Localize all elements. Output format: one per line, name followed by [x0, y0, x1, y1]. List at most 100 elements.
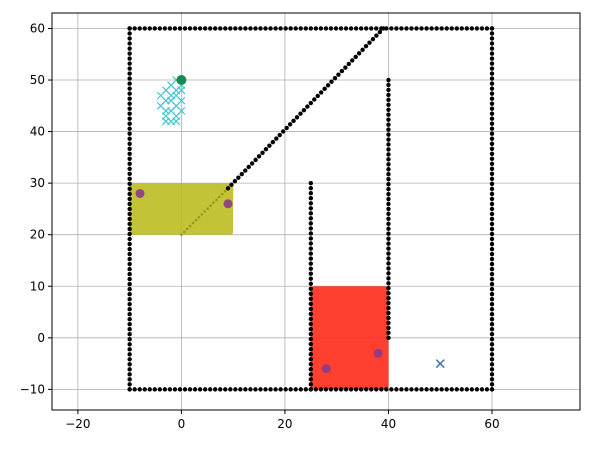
- wall-dot: [308, 281, 314, 286]
- wall-dot: [298, 26, 303, 31]
- wall-dot: [489, 71, 495, 76]
- wall-dot: [127, 382, 132, 387]
- wall-dot: [439, 387, 444, 392]
- wall-dot: [308, 100, 314, 106]
- wall-dot: [273, 387, 278, 392]
- wall-dot: [339, 68, 345, 74]
- wall-dot: [386, 196, 391, 202]
- wall-dot: [127, 181, 132, 187]
- wall-dot: [386, 112, 391, 117]
- wall-dot: [386, 172, 391, 177]
- wall-dot: [127, 261, 132, 267]
- faint-path-dot: [220, 192, 224, 196]
- wall-dot: [343, 65, 348, 70]
- wall-dot: [479, 26, 485, 31]
- wall-dot: [162, 26, 168, 31]
- x-tick-label: 20: [277, 417, 292, 431]
- wall-dot: [318, 387, 324, 392]
- wall-dot: [386, 325, 391, 331]
- y-tick-label: 60: [30, 21, 45, 35]
- wall-dot: [363, 387, 369, 392]
- wall-dot: [308, 346, 314, 352]
- wall-dot: [308, 316, 314, 322]
- wall-dot: [386, 122, 391, 127]
- wall-dot: [127, 206, 132, 212]
- wall-dot: [127, 286, 132, 292]
- wall-dot: [489, 352, 495, 357]
- y-tick-label: 10: [30, 279, 45, 293]
- wall-dot: [338, 387, 344, 392]
- wall-dot: [489, 91, 495, 96]
- wall-dot: [358, 387, 364, 392]
- wall-dot: [256, 154, 262, 159]
- wall-dot: [277, 132, 282, 138]
- wall-dot: [284, 125, 289, 131]
- wall-dot: [152, 387, 158, 392]
- wall-dot: [424, 26, 429, 31]
- wall-dot: [127, 332, 132, 337]
- wall-dot: [207, 387, 213, 392]
- wall-dot: [489, 216, 495, 222]
- wall-dot: [246, 164, 251, 170]
- goal-stroke: [435, 359, 445, 369]
- wall-dot: [386, 266, 391, 271]
- wall-dot: [459, 387, 465, 392]
- wall-dot: [127, 106, 132, 111]
- wall-dot: [386, 246, 391, 251]
- wall-dot: [127, 41, 132, 46]
- wall-dot: [318, 26, 324, 31]
- wall-dot: [127, 231, 132, 237]
- wall-dot: [308, 251, 314, 256]
- wall-dot: [298, 387, 303, 392]
- wall-dot: [489, 296, 495, 302]
- wall-dot: [434, 26, 439, 31]
- wall-dot: [353, 54, 358, 60]
- wall-dot: [386, 291, 391, 296]
- wall-dot: [489, 171, 495, 177]
- wall-dot: [469, 26, 475, 31]
- wall-dot: [489, 311, 495, 317]
- wall-dot: [386, 271, 391, 276]
- wall-dot: [187, 387, 193, 392]
- wall-dot: [127, 311, 132, 317]
- wall-dot: [434, 387, 439, 392]
- wall-dot: [313, 26, 319, 31]
- wall-dot: [489, 226, 495, 232]
- wall-dot: [489, 337, 495, 342]
- wall-dot: [308, 382, 314, 387]
- wall-dot: [167, 387, 173, 392]
- faint-path-dot: [194, 218, 198, 222]
- wall-dot: [127, 171, 132, 177]
- wall-dot: [394, 387, 399, 392]
- wall-dot: [233, 26, 238, 31]
- wall-dot: [274, 136, 279, 141]
- wall-dot: [363, 26, 369, 31]
- wall-dot: [356, 51, 362, 56]
- wall-dot: [127, 101, 132, 106]
- y-tick-label: 30: [30, 176, 45, 190]
- wall-dot: [308, 367, 314, 372]
- wall-dot: [348, 26, 354, 31]
- wall-dot: [329, 79, 334, 84]
- wall-dot: [489, 136, 495, 141]
- wall-dot: [308, 246, 314, 251]
- wall-dot: [429, 387, 434, 392]
- wall-dot: [386, 320, 391, 326]
- wall-dot: [127, 146, 132, 151]
- wall-dot: [464, 387, 470, 392]
- wall-dot: [444, 26, 449, 31]
- wall-dot: [386, 191, 391, 197]
- wall-dot: [489, 46, 495, 51]
- wall-dot: [386, 305, 391, 311]
- wall-dot: [386, 167, 391, 172]
- wall-dot: [404, 387, 409, 392]
- wall-dot: [489, 121, 495, 126]
- wall-dot: [137, 387, 142, 392]
- wall-dot: [386, 315, 391, 321]
- wall-dot: [127, 96, 132, 101]
- wall-dot: [228, 387, 233, 392]
- wall-dot: [489, 306, 495, 312]
- wall-dot: [167, 26, 173, 31]
- wall-dot: [127, 71, 132, 76]
- wall-dot: [484, 26, 490, 31]
